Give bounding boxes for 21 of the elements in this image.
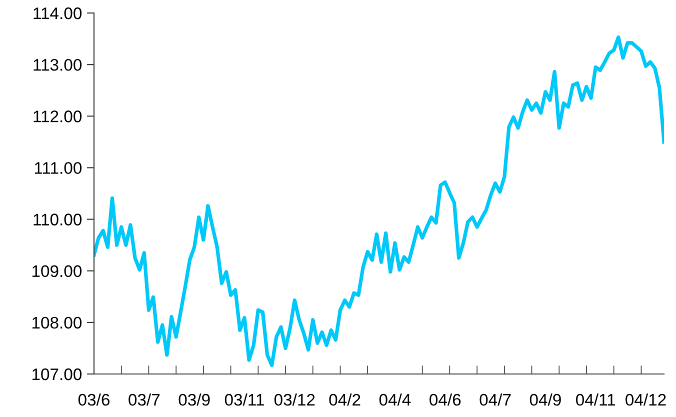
x-tick-label: 03/12 — [274, 393, 315, 406]
y-tick-label: 111.00 — [34, 162, 82, 174]
x-tick-label: 04/2 — [329, 393, 360, 406]
x-tick-label: 03/11 — [224, 393, 264, 406]
line-series — [94, 35, 664, 368]
y-tick-label: 113.00 — [34, 58, 82, 71]
x-tick-label: 03/6 — [78, 393, 110, 406]
y-tick-label: 109.00 — [32, 265, 82, 278]
x-tick-label: 04/11 — [576, 393, 616, 406]
x-tick-label: 04/12 — [626, 393, 666, 406]
x-tick-label: 03/7 — [128, 393, 160, 406]
x-tick-label: 04/4 — [379, 393, 411, 406]
y-tick-label: 107.00 — [32, 368, 82, 380]
y-tick-label: 108.00 — [32, 316, 82, 329]
x-tick-label: 04/9 — [530, 393, 561, 406]
x-tick-label: 04/7 — [480, 393, 511, 406]
y-tick-label: 110.00 — [34, 214, 82, 226]
y-tick-label: 112.00 — [34, 110, 82, 122]
x-tick-label: 03/9 — [178, 393, 210, 406]
x-tick-label: 04/6 — [430, 393, 461, 406]
y-tick-label: 114.00 — [34, 7, 82, 20]
